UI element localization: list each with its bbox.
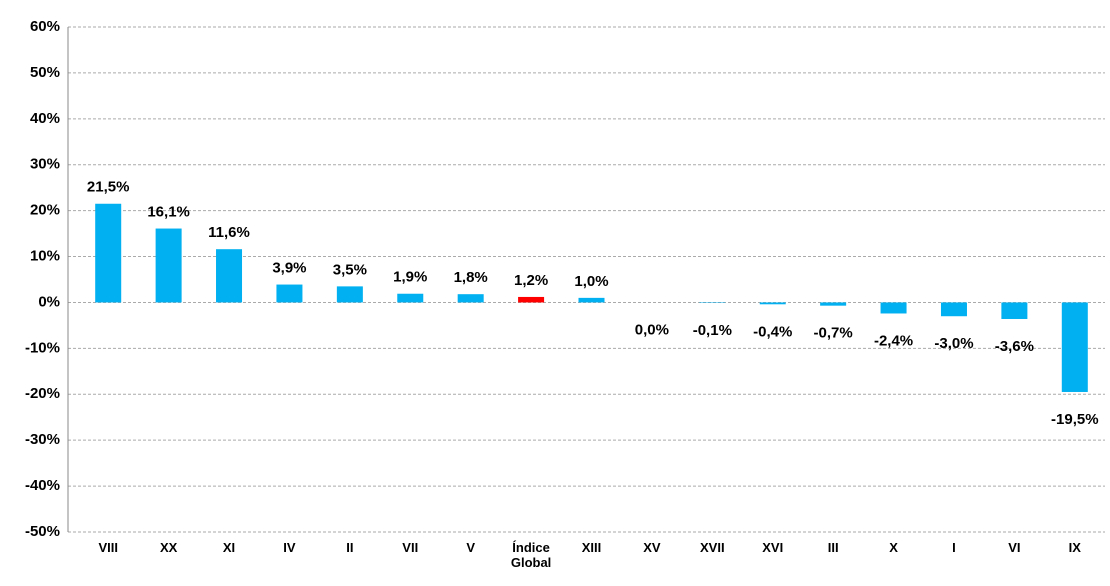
y-tick-label: 30% xyxy=(30,156,60,173)
y-tick-label: -20% xyxy=(25,385,60,402)
y-tick-label: 50% xyxy=(30,64,60,81)
bar xyxy=(759,302,786,305)
bar xyxy=(1061,302,1088,392)
y-tick-label: 10% xyxy=(30,248,60,265)
bar xyxy=(880,302,907,314)
x-tick-label: IX xyxy=(1068,540,1081,555)
x-tick-label: XVII xyxy=(700,540,725,555)
bar xyxy=(940,302,967,317)
value-label: 1,9% xyxy=(393,269,427,286)
x-tick-label: VII xyxy=(402,540,419,555)
x-tick-label: IV xyxy=(283,540,296,555)
x-tick-label: VI xyxy=(1008,540,1021,555)
y-tick-label: -10% xyxy=(25,339,60,356)
y-tick-label: -40% xyxy=(25,477,60,494)
y-tick-label: 40% xyxy=(30,110,60,127)
bar xyxy=(457,294,484,303)
value-label: 3,9% xyxy=(272,260,306,277)
x-tick-label: XV xyxy=(643,540,661,555)
value-label: -0,7% xyxy=(814,325,853,342)
x-tick-label: I xyxy=(952,540,956,555)
bar xyxy=(95,203,122,303)
x-tick-label: XVI xyxy=(762,540,784,555)
value-label: 16,1% xyxy=(147,204,190,221)
y-tick-label: -50% xyxy=(25,523,60,540)
bar xyxy=(155,228,182,303)
bar xyxy=(216,249,243,303)
bar xyxy=(578,297,605,303)
bar xyxy=(397,293,424,303)
value-label: 3,5% xyxy=(333,261,367,278)
x-tick-label: X xyxy=(889,540,898,555)
x-tick-label: V xyxy=(466,540,475,555)
y-tick-label: 60% xyxy=(30,18,60,35)
value-label: 21,5% xyxy=(87,179,130,196)
x-tick-label: III xyxy=(827,540,839,555)
y-tick-label: 20% xyxy=(30,202,60,219)
value-label: -3,0% xyxy=(934,335,973,352)
value-label: -3,6% xyxy=(995,338,1034,355)
value-label: 0,0% xyxy=(635,321,669,338)
value-label: -0,4% xyxy=(753,323,792,340)
bar xyxy=(1001,302,1028,319)
y-tick-label: 0% xyxy=(38,293,60,310)
bar xyxy=(336,286,363,303)
x-tick-label: VIII xyxy=(98,540,118,555)
y-tick-label: -30% xyxy=(25,431,60,448)
x-tick-label: Índice Global xyxy=(510,540,552,570)
bar xyxy=(518,296,545,303)
bar xyxy=(276,284,303,303)
value-label: 1,2% xyxy=(514,272,548,289)
value-label: 11,6% xyxy=(208,224,250,241)
value-label: 1,0% xyxy=(574,273,608,290)
x-tick-label: XX xyxy=(159,540,178,555)
value-label: 1,8% xyxy=(454,269,488,286)
value-label: -19,5% xyxy=(1051,411,1099,428)
x-tick-label: II xyxy=(346,540,354,555)
value-label: -2,4% xyxy=(874,332,913,349)
x-tick-label: XI xyxy=(222,540,236,555)
value-label: -0,1% xyxy=(693,322,732,339)
x-tick-label: XIII xyxy=(581,540,602,555)
bar xyxy=(820,302,847,306)
